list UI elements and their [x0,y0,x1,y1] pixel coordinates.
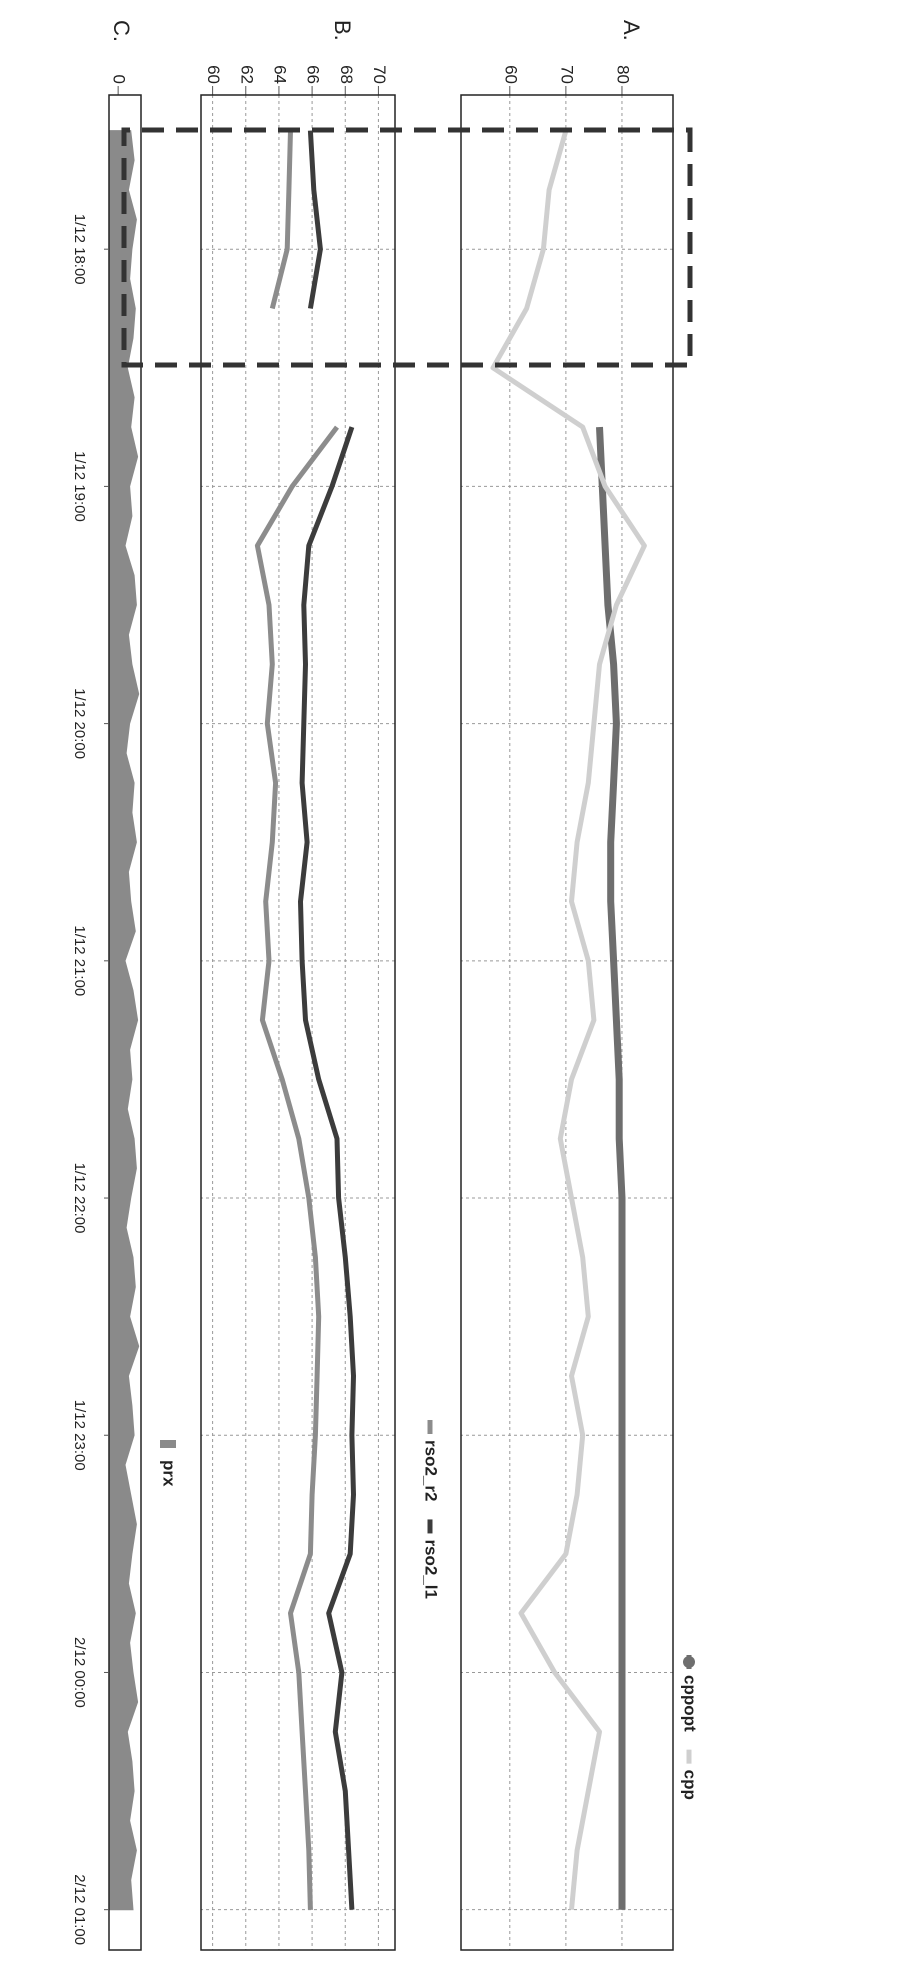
plot-area [461,95,673,1950]
panel-label: C. [109,20,134,42]
legend-swatch [160,1440,176,1448]
plot-area [201,95,395,1950]
x-tick-label: 1/12 21:00 [71,925,88,996]
y-tick-label: 66 [304,65,323,84]
x-tick-label: 1/12 20:00 [71,688,88,759]
legend-label: cpp [681,1770,700,1800]
y-tick-label: 60 [204,65,223,84]
x-tick-label: 2/12 00:00 [71,1637,88,1708]
panel-label: B. [330,20,355,41]
legend-label: cppopt [681,1675,700,1732]
highlight-box [121,127,693,368]
x-tick-label: 2/12 01:00 [71,1874,88,1945]
y-tick-label: 68 [337,65,356,84]
y-tick-label: 70 [370,65,389,84]
series-line [490,129,647,1910]
x-tick-label: 1/12 18:00 [71,214,88,285]
y-tick-label: 0 [110,75,129,84]
y-tick-label: 64 [270,65,289,84]
annotation-layer [121,127,693,368]
plot-frame [460,94,674,1951]
legend-swatch [683,1656,695,1668]
plot-frame [108,94,142,1951]
y-tick-label: 80 [613,65,632,84]
y-tick-label: 60 [501,65,520,84]
y-tick-label: 62 [237,65,256,84]
series-line [298,130,356,1910]
y-tick-label: 70 [557,65,576,84]
legend-label: rso2_r2 [422,1440,441,1501]
series-line [596,426,626,1910]
legend-label: rso2_l1 [422,1539,441,1599]
x-tick-label: 1/12 19:00 [71,451,88,522]
plot-frame [200,94,396,1951]
x-tick-label: 1/12 22:00 [71,1163,88,1234]
x-tick-label: 1/12 23:00 [71,1400,88,1471]
legend-label: prx [160,1460,179,1487]
series-line [254,130,339,1910]
series-area [108,130,140,1911]
panel-label: A. [619,20,644,41]
